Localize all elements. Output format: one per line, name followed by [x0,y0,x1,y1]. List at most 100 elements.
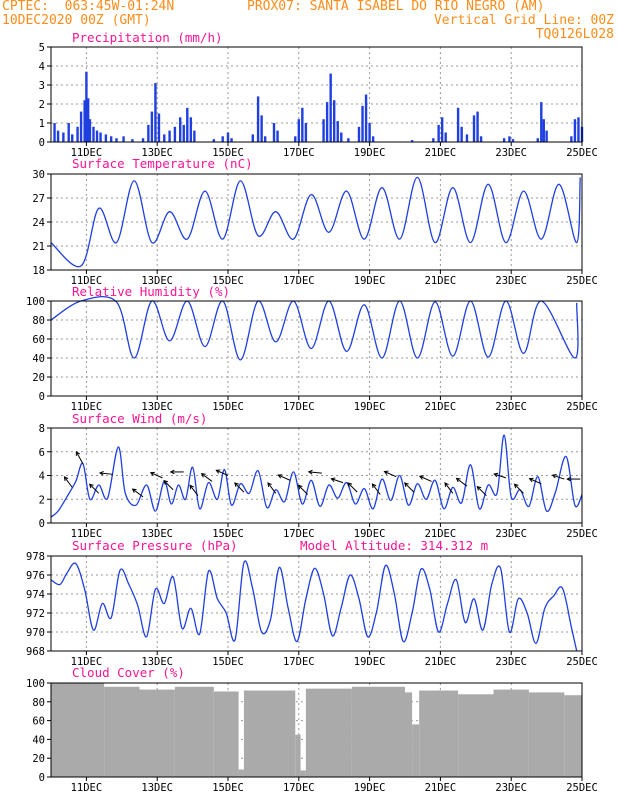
precip-bar [410,140,414,142]
wind-vector [234,482,245,493]
precip-bar [364,94,368,142]
precip-bar [333,100,336,142]
precip-bar [263,136,267,142]
pressure-xtick-label: 19DEC [354,656,386,668]
precip-bar [62,132,65,142]
cloud-cover-bar [405,692,413,777]
precip-bar [122,136,125,142]
humidity-xtick-label: 17DEC [283,401,315,413]
precip-bar [440,117,444,142]
precipitation-ytick-label: 4 [39,61,45,73]
temperature-xtick-label: 19DEC [354,275,386,287]
wind-vector [347,482,358,493]
precip-bar [294,136,297,142]
precip-bar [361,105,364,142]
precip-bar [340,132,343,142]
wind-vector [278,474,291,481]
cloud-cover-bar [238,769,244,777]
precip-bar [76,126,79,142]
wind-vector-head [404,482,409,488]
wind-vector [89,483,100,494]
precip-bar [297,119,300,142]
precip-bar [272,123,276,142]
cloud-cover-bar [528,692,565,777]
cloud-cover-bar [493,689,529,777]
precip-bar [325,102,329,142]
cloud-cover-xtick-label: 13DEC [141,782,173,794]
pressure-ytick-label: 976 [26,570,45,582]
precip-bar [79,111,83,142]
cloud-cover-bar [458,694,494,777]
precip-bar [329,73,332,142]
temperature-xtick-label: 25DEC [566,275,598,287]
wind-vector [201,473,213,482]
precip-bar [53,123,56,142]
precip-bar [186,107,189,142]
precipitation-xtick-label: 15DEC [212,147,244,159]
precipitation-ytick-label: 2 [39,99,45,111]
precip-bar [221,136,224,142]
cloud-cover-bar [51,683,105,777]
cloud-cover-bar [564,695,582,777]
precipitation-ytick-label: 0 [39,137,45,149]
precip-bar [85,71,88,142]
wind-vector-head [277,474,283,479]
wind-vector [308,471,322,474]
precip-bar [347,138,350,142]
wind-vector-head [476,485,482,491]
wind-vector-head [528,477,534,483]
cloud-cover-bar [351,686,405,777]
header-model-id: TQ0126L028 [535,27,614,42]
wind-vector [64,476,73,488]
pressure-line [50,560,578,652]
precip-bar [540,102,543,142]
cloud-cover-bar [300,770,306,777]
wind-ytick-label: 0 [39,518,45,530]
wind-vector [163,480,174,491]
pressure-xtick-label: 11DEC [71,656,103,668]
cloud-cover-bar [243,690,296,777]
pressure-xtick-label: 13DEC [141,656,173,668]
precip-bar [577,117,580,142]
pressure-ytick-label: 968 [26,646,45,658]
precip-bar [251,134,254,142]
header-run-date: 10DEC2020 00Z (GMT) [2,13,151,28]
cloud-cover-frame [50,682,583,778]
precip-bar [437,124,440,142]
precip-bar [260,115,263,142]
temperature-xtick-label: 17DEC [283,275,315,287]
precip-bar [336,121,339,142]
wind-vector [404,482,415,493]
pressure-ytick-label: 972 [26,608,45,620]
wind-xtick-label: 17DEC [283,528,315,540]
humidity-ytick-label: 20 [32,372,45,384]
wind-vector-head [169,469,175,475]
cloud-cover-bar [213,691,239,777]
cloud-cover-bar [104,686,140,777]
temperature-xtick-label: 23DEC [495,275,527,287]
wind-vector-head [149,471,155,477]
wind-speed-line [50,434,583,518]
wind-vector [529,478,542,485]
wind-xtick-label: 15DEC [212,528,244,540]
wind-xtick-label: 25DEC [566,528,598,540]
precip-bar [131,139,134,142]
cloud-cover-xtick-label: 11DEC [71,782,103,794]
humidity-xtick-label: 25DEC [566,401,598,413]
precip-bar [67,123,70,142]
wind-vector [514,483,524,494]
precipitation-xtick-label: 25DEC [566,147,598,159]
cloud-cover-bar [305,688,352,777]
wind-vector [552,474,565,480]
precip-bar [573,119,577,142]
precipitation-ytick-label: 3 [39,80,45,92]
precip-bar [472,115,476,142]
cloud-cover-ytick-label: 0 [39,772,45,784]
temperature-xtick-label: 15DEC [212,275,244,287]
precip-bar [99,132,102,142]
temperature-frame [50,173,583,271]
wind-vector-head [371,483,377,489]
humidity-xtick-label: 21DEC [425,401,457,413]
cloud-cover-bar [139,689,175,777]
cloud-cover-bar [412,724,420,777]
